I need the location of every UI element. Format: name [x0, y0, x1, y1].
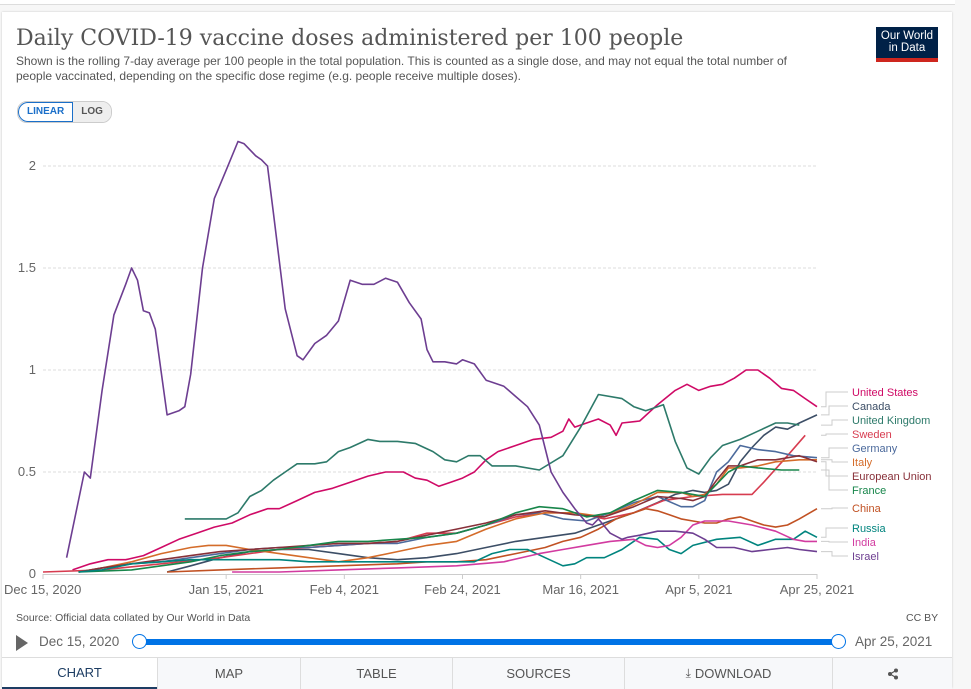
x-axis: Dec 15, 2020 Jan 15, 2021 Feb 4, 2021 Feb 2… [4, 574, 854, 597]
series-line-canada[interactable] [166, 414, 818, 573]
timeline-start-handle[interactable] [132, 634, 147, 649]
x-tick-label: Feb 24, 2021 [424, 582, 501, 597]
series-line-italy[interactable] [78, 459, 818, 573]
series-line-european-union[interactable] [78, 454, 818, 573]
top-strip [0, 0, 955, 5]
gridlines [43, 165, 817, 473]
series-line-india[interactable] [232, 520, 817, 573]
legend-label[interactable]: Italy [852, 457, 873, 469]
share-icon [887, 668, 898, 679]
timeline-end-handle[interactable] [831, 634, 846, 649]
legend-connector [821, 461, 848, 477]
x-tick-label: Feb 4, 2021 [310, 582, 379, 597]
license-link[interactable]: CC BY [906, 612, 939, 624]
legend-label[interactable]: China [852, 503, 882, 515]
x-tick-label: Jan 15, 2021 [189, 582, 264, 597]
legend-connector [821, 540, 848, 543]
y-tick-label: 1 [29, 362, 36, 377]
chart-title: Daily COVID-19 vaccine doses administere… [16, 26, 684, 51]
source-note: Source: Official data collated by Our Wo… [16, 612, 251, 624]
legend-connector [821, 551, 848, 557]
x-tick-label: Apr 25, 2021 [780, 582, 854, 597]
y-axis: 0 0.5 1 1.5 2 [18, 158, 36, 581]
legend-label[interactable]: Israel [852, 551, 879, 563]
legend-connector [821, 507, 848, 510]
timeline-start-label: Dec 15, 2020 [39, 634, 120, 649]
tab-download-label: DOWNLOAD [694, 666, 772, 681]
legend-label[interactable]: Germany [852, 443, 898, 455]
legend-connector [821, 459, 848, 463]
tab-chart-label: CHART [57, 665, 102, 680]
tab-download[interactable]: ⤓ DOWNLOAD [624, 658, 832, 689]
series-lines [42, 140, 818, 573]
chart-subtitle: Shown is the rolling 7-day average per 1… [16, 54, 787, 83]
tab-share[interactable] [832, 658, 952, 689]
timeline: Dec 15, 2020 Apr 25, 2021 [16, 632, 946, 654]
legend-connector [821, 447, 848, 459]
y-tick-label: 0.5 [18, 464, 36, 479]
tab-map[interactable]: MAP [157, 658, 300, 689]
legend-label[interactable]: Sweden [852, 429, 892, 441]
logo-line-1: Our World [880, 30, 934, 42]
legend-label[interactable]: Russia [852, 523, 887, 535]
legend-connector [821, 433, 848, 436]
play-icon[interactable] [16, 635, 28, 651]
legend-label[interactable]: Canada [852, 401, 891, 413]
y-tick-label: 0 [29, 566, 36, 581]
series-line-united-states[interactable] [72, 369, 818, 571]
tab-table-label: TABLE [356, 666, 397, 681]
timeline-track[interactable] [140, 639, 838, 645]
legend-connector [821, 391, 848, 408]
log-scale-button[interactable]: LOG [73, 102, 111, 122]
y-tick-label: 1.5 [18, 260, 36, 275]
x-tick-label: Apr 5, 2021 [665, 582, 732, 597]
series-line-france[interactable] [78, 465, 800, 573]
legend-label[interactable]: India [852, 537, 877, 549]
chart-card [2, 12, 952, 688]
legend-connector [821, 469, 848, 491]
line-chart: 0 0.5 1 1.5 2 Dec 15, 2020 Jan 15, 2021 Feb 4,… [4, 140, 932, 597]
legend-connector [821, 527, 848, 538]
tab-sources-label: SOURCES [506, 666, 571, 681]
legend: United States Canada United Kingdom Sweden G… [821, 387, 932, 563]
x-tick-label: Mar 16, 2021 [542, 582, 619, 597]
legend-label[interactable]: United States [852, 387, 919, 399]
series-line-sweden[interactable] [42, 434, 806, 573]
tab-map-label: MAP [214, 666, 244, 681]
download-icon: ⤓ [685, 666, 691, 680]
scale-toggle: LINEAR LOG [17, 101, 112, 123]
y-tick-label: 2 [29, 158, 36, 173]
series-line-united-kingdom[interactable] [184, 393, 800, 520]
legend-label[interactable]: France [852, 485, 886, 497]
legend-label[interactable]: European Union [852, 471, 932, 483]
series-line-israel[interactable] [65, 140, 818, 558]
tab-table[interactable]: TABLE [300, 658, 452, 689]
legend-connector [821, 405, 848, 416]
owid-logo[interactable]: Our World in Data [876, 27, 938, 62]
logo-line-2: in Data [888, 42, 926, 54]
legend-label[interactable]: United Kingdom [852, 415, 930, 427]
legend-connector [821, 419, 848, 426]
x-tick-label: Dec 15, 2020 [4, 582, 81, 597]
linear-scale-button[interactable]: LINEAR [18, 102, 74, 122]
tab-chart[interactable]: CHART [2, 658, 157, 689]
tab-sources[interactable]: SOURCES [452, 658, 624, 689]
tab-bar: CHART MAP TABLE SOURCES ⤓ DOWNLOAD [2, 657, 952, 689]
timeline-end-label: Apr 25, 2021 [855, 634, 933, 649]
